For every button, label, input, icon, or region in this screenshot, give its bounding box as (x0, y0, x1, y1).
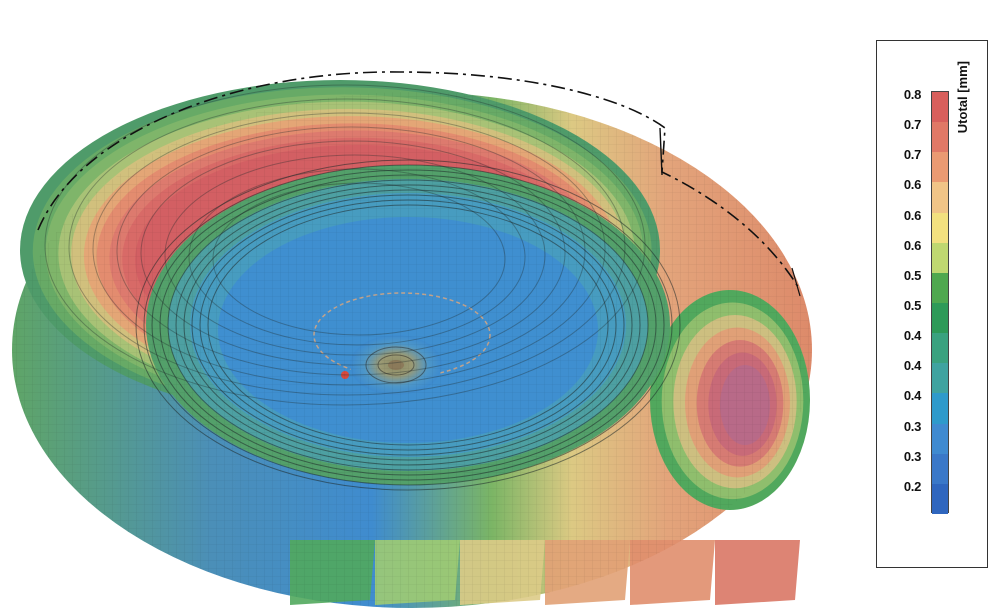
rim-band (715, 540, 800, 605)
legend-tick-label: 0.3 (903, 418, 921, 434)
legend-unit-label: Utotal [mm] (955, 61, 970, 134)
colorbar-swatch (932, 483, 948, 515)
legend-tick-label: 0.7 (903, 117, 921, 133)
undeformed-outline (37, 71, 801, 291)
legend-tick-label: 0.6 (903, 207, 921, 223)
colorbar-swatch (932, 122, 948, 153)
legend-tick-label: 0.4 (903, 388, 921, 404)
colorbar-swatch (932, 182, 948, 214)
fem-contour-model (12, 71, 812, 608)
legend-tick-label: 0.4 (903, 358, 921, 374)
colorbar-swatch (932, 152, 948, 183)
colorbar-swatch (932, 303, 948, 334)
legend-tick-label: 0.5 (903, 267, 921, 283)
colorbar-swatch (932, 272, 948, 304)
colorbar-swatch (932, 212, 948, 244)
legend-tick-label: 0.8 (903, 87, 921, 102)
color-legend: 0.8 0.7 0.7 0.6 0.6 0.6 0.5 0.5 0.4 0.4 0.4 0.3 0.3 0… (876, 40, 988, 568)
legend-tick-label: 0.6 (903, 237, 921, 253)
colorbar-swatch (932, 363, 948, 394)
legend-tick-label: 0.6 (903, 177, 921, 193)
colorbar-swatch (932, 242, 948, 274)
colorbar-swatch (932, 333, 948, 364)
legend-tick-label: 0.4 (903, 328, 921, 344)
mesh-overlay (12, 92, 812, 608)
colorbar-swatch (932, 453, 948, 485)
colorbar-swatch (932, 423, 948, 455)
legend-tick-label: 0.5 (903, 298, 921, 313)
legend-tick-label: 0.2 (903, 478, 921, 494)
colorbar-swatch (932, 92, 948, 123)
colorbar (931, 91, 949, 515)
legend-tick-label: 0.3 (903, 448, 921, 464)
colorbar-swatch (932, 393, 948, 425)
legend-tick-label: 0.7 (903, 147, 921, 163)
